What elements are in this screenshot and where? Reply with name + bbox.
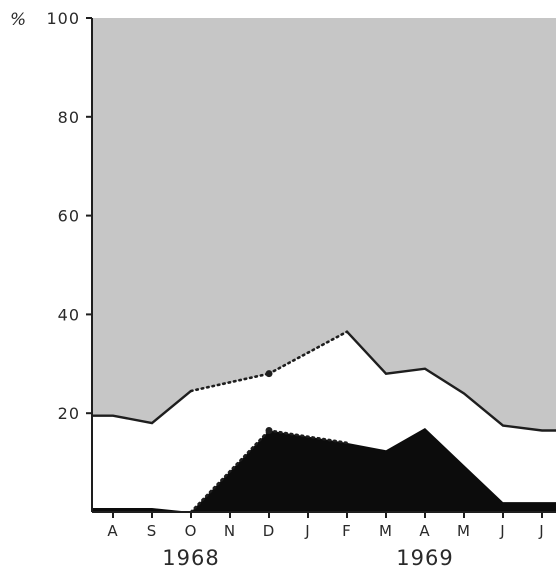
black-area: [92, 428, 556, 512]
y-tick-label: 60: [58, 207, 80, 226]
x-tick-label: F: [342, 522, 352, 540]
x-tick-label: O: [185, 522, 198, 540]
y-tick-label: 80: [58, 108, 80, 127]
y-tick-label: 100: [46, 9, 80, 28]
x-tick-label: N: [224, 522, 236, 540]
upper-boundary-dotted-line: [189, 330, 349, 393]
x-tick-label: D: [263, 522, 276, 540]
year-labels: 1968 1969: [162, 546, 453, 570]
x-tick-label: J: [304, 522, 310, 540]
year-label: 1968: [162, 546, 219, 570]
x-tick-label: S: [147, 522, 158, 540]
x-tick-label: M: [379, 522, 393, 540]
x-tick-label: A: [107, 522, 118, 540]
y-tick-label: 20: [58, 404, 80, 423]
black-boundary-dotted-line: [189, 429, 349, 514]
y-tick-label: 40: [58, 305, 80, 324]
upper-boundary-solid-line: [92, 330, 556, 432]
x-tick-label: J: [538, 522, 544, 540]
plot-area: [92, 18, 556, 514]
year-label: 1969: [396, 546, 453, 570]
upper-boundary-marker: [265, 370, 273, 378]
y-ticks: 20 40 60 80 100: [46, 9, 92, 423]
y-unit-label: %: [10, 10, 26, 30]
x-tick-label: J: [499, 522, 505, 540]
x-tick-label: A: [419, 522, 430, 540]
x-tick-label: M: [457, 522, 471, 540]
black-boundary-marker: [265, 426, 273, 434]
